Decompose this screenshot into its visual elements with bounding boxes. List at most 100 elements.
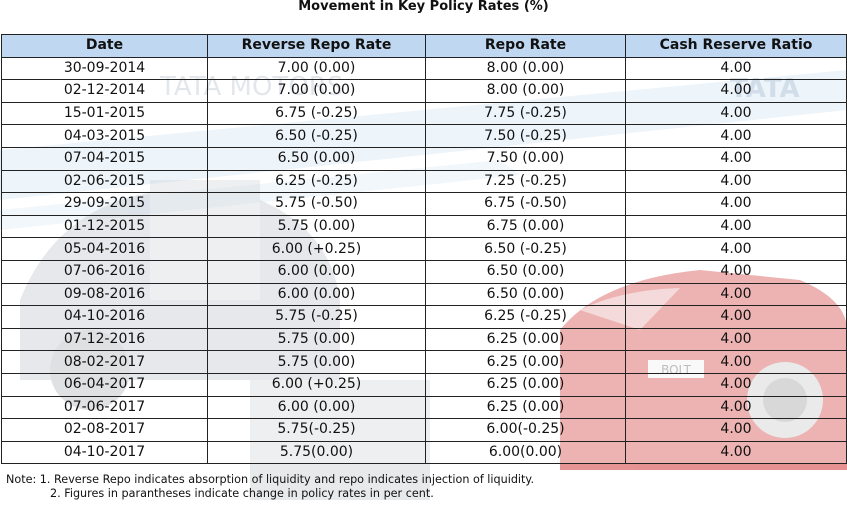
- cell-crr: 4.00: [625, 101, 847, 126]
- header-date: Date: [1, 34, 208, 58]
- table-notes: Note: 1. Reverse Repo indicates absorpti…: [6, 473, 534, 501]
- cell-crr: 4.00: [625, 372, 847, 397]
- cell-date: 04-10-2017: [1, 440, 208, 465]
- cell-date: 07-06-2016: [1, 259, 208, 284]
- cell-crr: 4.00: [625, 124, 847, 148]
- cell-repo: 8.00 (0.00): [425, 79, 626, 103]
- cell-date: 29-09-2015: [1, 192, 208, 216]
- cell-crr: 4.00: [625, 350, 847, 374]
- cell-reverse-repo: 7.00 (0.00): [207, 79, 426, 103]
- table-row: 05-04-2016 6.00 (+0.25) 6.50 (-0.25) 4.00: [1, 237, 847, 261]
- cell-reverse-repo: 6.75 (-0.25): [207, 101, 426, 126]
- cell-date: 04-10-2016: [1, 305, 208, 329]
- table-row: 07-12-2016 5.75 (0.00) 6.25 (0.00) 4.00: [1, 327, 847, 352]
- cell-repo: 6.00(0.00): [425, 440, 626, 465]
- cell-date: 08-02-2017: [1, 350, 208, 374]
- cell-crr: 4.00: [625, 259, 847, 284]
- cell-crr: 4.00: [625, 146, 847, 171]
- cell-repo: 7.75 (-0.25): [425, 101, 626, 126]
- cell-date: 05-04-2016: [1, 237, 208, 261]
- cell-crr: 4.00: [625, 192, 847, 216]
- cell-repo: 7.50 (-0.25): [425, 124, 626, 148]
- cell-repo: 6.50 (-0.25): [425, 237, 626, 261]
- cell-repo: 6.25 (0.00): [425, 372, 626, 397]
- cell-repo: 6.75 (0.00): [425, 214, 626, 239]
- cell-crr: 4.00: [625, 79, 847, 103]
- cell-repo: 6.50 (0.00): [425, 282, 626, 307]
- cell-repo: 7.25 (-0.25): [425, 169, 626, 194]
- cell-date: 04-03-2015: [1, 124, 208, 148]
- cell-reverse-repo: 5.75 (-0.25): [207, 305, 426, 329]
- cell-reverse-repo: 6.00 (0.00): [207, 259, 426, 284]
- table-row: 09-08-2016 6.00 (0.00) 6.50 (0.00) 4.00: [1, 282, 847, 307]
- cell-reverse-repo: 6.00 (0.00): [207, 395, 426, 420]
- table-row: 07-06-2016 6.00 (0.00) 6.50 (0.00) 4.00: [1, 259, 847, 284]
- cell-reverse-repo: 5.75 (-0.50): [207, 192, 426, 216]
- cell-repo: 6.25 (0.00): [425, 350, 626, 374]
- table-row: 02-08-2017 5.75(-0.25) 6.00(-0.25) 4.00: [1, 418, 847, 442]
- cell-date: 15-01-2015: [1, 101, 208, 126]
- cell-date: 30-09-2014: [1, 56, 208, 81]
- cell-crr: 4.00: [625, 440, 847, 465]
- table-row: 02-12-2014 7.00 (0.00) 8.00 (0.00) 4.00: [1, 79, 847, 103]
- table-row: 30-09-2014 7.00 (0.00) 8.00 (0.00) 4.00: [1, 56, 847, 81]
- cell-repo: 6.75 (-0.50): [425, 192, 626, 216]
- policy-rates-table: Date Reverse Repo Rate Repo Rate Cash Re…: [1, 34, 847, 465]
- cell-date: 02-12-2014: [1, 79, 208, 103]
- table-row: 08-02-2017 5.75 (0.00) 6.25 (0.00) 4.00: [1, 350, 847, 374]
- table-row: 15-01-2015 6.75 (-0.25) 7.75 (-0.25) 4.00: [1, 101, 847, 126]
- cell-reverse-repo: 6.50 (0.00): [207, 146, 426, 171]
- cell-reverse-repo: 7.00 (0.00): [207, 56, 426, 81]
- page-title: Movement in Key Policy Rates (%): [298, 0, 549, 14]
- table-row: 01-12-2015 5.75 (0.00) 6.75 (0.00) 4.00: [1, 214, 847, 239]
- cell-reverse-repo: 6.50 (-0.25): [207, 124, 426, 148]
- cell-date: 07-04-2015: [1, 146, 208, 171]
- cell-reverse-repo: 5.75 (0.00): [207, 350, 426, 374]
- cell-repo: 7.50 (0.00): [425, 146, 626, 171]
- cell-repo: 6.25 (-0.25): [425, 305, 626, 329]
- cell-reverse-repo: 5.75(0.00): [207, 440, 426, 465]
- cell-crr: 4.00: [625, 282, 847, 307]
- cell-crr: 4.00: [625, 418, 847, 442]
- cell-crr: 4.00: [625, 56, 847, 81]
- cell-crr: 4.00: [625, 237, 847, 261]
- cell-repo: 6.25 (0.00): [425, 327, 626, 352]
- cell-crr: 4.00: [625, 305, 847, 329]
- table-row: 02-06-2015 6.25 (-0.25) 7.25 (-0.25) 4.00: [1, 169, 847, 194]
- cell-crr: 4.00: [625, 327, 847, 352]
- table-row: 04-10-2016 5.75 (-0.25) 6.25 (-0.25) 4.00: [1, 305, 847, 329]
- cell-reverse-repo: 6.00 (+0.25): [207, 237, 426, 261]
- cell-date: 06-04-2017: [1, 372, 208, 397]
- cell-reverse-repo: 5.75 (0.00): [207, 214, 426, 239]
- table-row: 04-10-2017 5.75(0.00) 6.00(0.00) 4.00: [1, 440, 847, 465]
- cell-date: 01-12-2015: [1, 214, 208, 239]
- cell-crr: 4.00: [625, 169, 847, 194]
- cell-reverse-repo: 5.75 (0.00): [207, 327, 426, 352]
- header-repo-rate: Repo Rate: [425, 34, 626, 58]
- cell-date: 02-08-2017: [1, 418, 208, 442]
- header-cash-reserve-ratio: Cash Reserve Ratio: [625, 34, 847, 58]
- cell-repo: 6.25 (0.00): [425, 395, 626, 420]
- cell-reverse-repo: 6.00 (0.00): [207, 282, 426, 307]
- cell-reverse-repo: 6.00 (+0.25): [207, 372, 426, 397]
- cell-reverse-repo: 6.25 (-0.25): [207, 169, 426, 194]
- cell-date: 02-06-2015: [1, 169, 208, 194]
- cell-reverse-repo: 5.75(-0.25): [207, 418, 426, 442]
- note-line-2: 2. Figures in parantheses indicate chang…: [50, 487, 434, 500]
- table-row: 06-04-2017 6.00 (+0.25) 6.25 (0.00) 4.00: [1, 372, 847, 397]
- cell-crr: 4.00: [625, 395, 847, 420]
- table-row: 07-06-2017 6.00 (0.00) 6.25 (0.00) 4.00: [1, 395, 847, 420]
- note-line-1: Note: 1. Reverse Repo indicates absorpti…: [6, 473, 535, 486]
- header-reverse-repo-rate: Reverse Repo Rate: [207, 34, 426, 58]
- cell-date: 09-08-2016: [1, 282, 208, 307]
- cell-date: 07-06-2017: [1, 395, 208, 420]
- table-header-row: Date Reverse Repo Rate Repo Rate Cash Re…: [1, 34, 847, 58]
- cell-date: 07-12-2016: [1, 327, 208, 352]
- cell-repo: 6.00(-0.25): [425, 418, 626, 442]
- cell-repo: 6.50 (0.00): [425, 259, 626, 284]
- cell-repo: 8.00 (0.00): [425, 56, 626, 81]
- table-row: 29-09-2015 5.75 (-0.50) 6.75 (-0.50) 4.00: [1, 192, 847, 216]
- table-row: 04-03-2015 6.50 (-0.25) 7.50 (-0.25) 4.00: [1, 124, 847, 148]
- table-body: 30-09-2014 7.00 (0.00) 8.00 (0.00) 4.00 02-…: [1, 56, 847, 465]
- cell-crr: 4.00: [625, 214, 847, 239]
